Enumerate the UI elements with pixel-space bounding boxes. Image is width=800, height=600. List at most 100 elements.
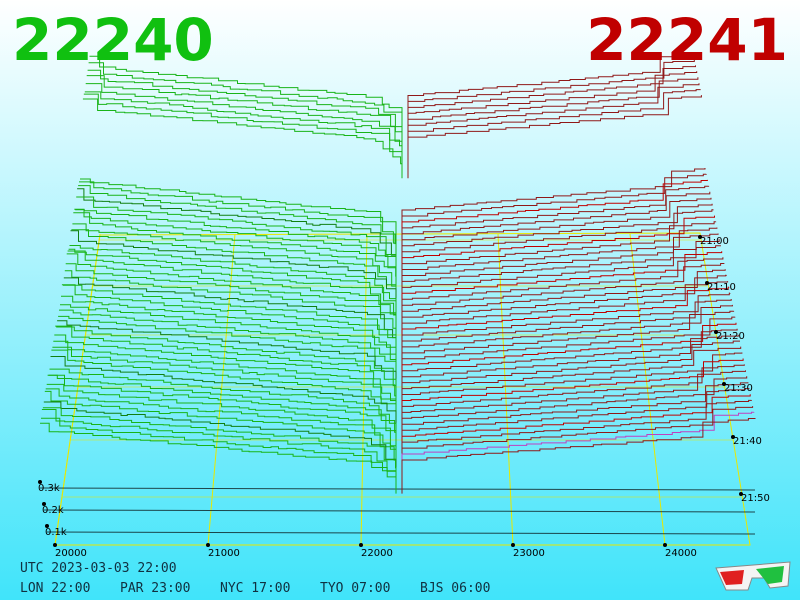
time-tick <box>739 492 743 496</box>
ask-curve <box>401 399 752 481</box>
depth-tick <box>42 502 46 506</box>
depth-label: 0.1k <box>45 527 67 538</box>
bid-curve <box>71 229 397 306</box>
bid-curve <box>70 230 397 311</box>
bid-curve <box>47 374 397 450</box>
ask-curve <box>401 221 717 306</box>
ask-curve <box>401 185 710 274</box>
bid-curve <box>82 98 403 179</box>
ask-curve <box>401 394 751 481</box>
ask-curve <box>401 245 721 330</box>
time-label: 21:20 <box>716 331 745 342</box>
3d-glasses-icon <box>715 561 791 591</box>
bid-curve <box>51 349 397 429</box>
ask-curve <box>401 203 713 290</box>
ask-curve <box>401 299 732 381</box>
ask-curve <box>401 251 723 330</box>
ask-curve <box>401 257 724 336</box>
bid-curve <box>52 346 397 427</box>
time-tick <box>731 435 735 439</box>
bid-curve <box>74 208 397 290</box>
depth-curves <box>40 53 756 494</box>
depth-line <box>46 531 756 535</box>
bid-curve <box>41 409 397 492</box>
ask-curve <box>407 77 699 160</box>
ask-curve <box>401 370 746 450</box>
bid-curve <box>80 178 397 244</box>
bid-curve <box>89 55 403 129</box>
ask-curve <box>401 376 748 464</box>
bid-curve <box>66 253 397 330</box>
price-grid-line <box>54 233 101 546</box>
axis-labels: 20000 21000 22000 23000 24000 21:00 21:10 21:20… <box>38 235 770 559</box>
ask-curve <box>401 191 711 276</box>
ask-curve <box>401 411 755 492</box>
ask-curve <box>401 269 726 355</box>
price-tick <box>663 543 667 547</box>
bid-curve <box>55 325 397 399</box>
time-label: 21:50 <box>741 493 770 504</box>
ask-curve <box>407 59 695 141</box>
bid-curve <box>53 340 397 419</box>
bid-curve <box>67 250 397 330</box>
ask-curve <box>407 53 694 129</box>
bid-curve <box>54 334 397 409</box>
ask-curve <box>407 71 698 148</box>
bid-curve <box>59 309 397 381</box>
ask-curve <box>407 83 700 160</box>
bid-curve <box>58 315 397 382</box>
bid-curve <box>79 181 397 258</box>
bid-price: 22240 <box>12 6 214 74</box>
time-label: 21:00 <box>700 236 729 247</box>
ask-curve <box>401 334 739 419</box>
ask-curve <box>401 418 756 494</box>
ask-curve <box>407 89 701 178</box>
ask-curve <box>407 65 696 151</box>
bid-curve <box>41 417 397 492</box>
bid-curve <box>48 374 397 445</box>
bid-curve <box>42 407 397 481</box>
bid-curve <box>57 320 397 399</box>
time-tick <box>705 281 709 285</box>
ask-curve <box>401 292 731 379</box>
depth-tick <box>38 480 42 484</box>
clock: BJS 06:00 <box>420 581 490 596</box>
bid-curve <box>44 390 397 475</box>
bid-curve <box>46 383 397 464</box>
bid-curve <box>72 223 397 303</box>
ask-curve <box>401 388 750 475</box>
bid-curve <box>86 75 403 148</box>
depth-line <box>43 509 756 513</box>
bid-curve <box>85 83 403 160</box>
clock: TYO 07:00 <box>320 581 390 596</box>
bid-curve <box>78 185 397 256</box>
time-tick <box>698 235 702 239</box>
bid-curve <box>76 196 397 276</box>
ask-curve <box>401 364 745 445</box>
clock: PAR 23:00 <box>120 581 190 596</box>
price-label: 24000 <box>665 548 697 559</box>
price-tick <box>511 543 515 547</box>
bid-curve <box>69 245 397 319</box>
time-tick <box>722 382 726 386</box>
bid-curve <box>56 326 397 402</box>
ask-curve <box>401 304 733 382</box>
ask-curve <box>401 227 718 311</box>
bid-curve <box>61 295 397 366</box>
bid-curve <box>84 91 403 160</box>
ask-curve <box>401 197 712 276</box>
time-label: 21:40 <box>733 436 762 447</box>
ask-curve <box>401 358 744 442</box>
utc-time: UTC 2023-03-03 22:00 <box>20 561 177 576</box>
bid-curve <box>68 248 397 329</box>
price-label: 21000 <box>208 548 240 559</box>
price-label: 22000 <box>361 548 393 559</box>
bid-curve <box>43 401 397 481</box>
ask-curve <box>401 281 729 359</box>
price-tick <box>206 543 210 547</box>
bid-curve <box>45 388 397 468</box>
ask-curve <box>401 215 715 303</box>
ask-curve <box>401 340 740 427</box>
bid-curve <box>87 69 403 151</box>
